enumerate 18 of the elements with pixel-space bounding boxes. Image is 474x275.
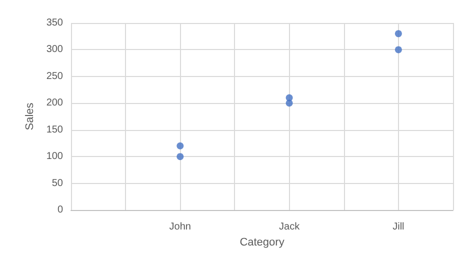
y-tick-label: 0 — [57, 204, 64, 216]
y-tick-label: 100 — [46, 151, 64, 162]
y-tick-label: 200 — [46, 98, 64, 109]
y-tick-label: 150 — [46, 124, 64, 136]
y-tick-label: 300 — [46, 44, 64, 56]
point — [176, 153, 184, 160]
y-tick-label: 50 — [52, 178, 64, 189]
x-tick-label: Jack — [279, 222, 301, 232]
x-axis-title: Category — [240, 236, 285, 248]
point — [394, 46, 402, 54]
point — [286, 94, 293, 102]
x-tick-label: Jill — [392, 222, 404, 232]
y-tick-label: 250 — [46, 70, 64, 82]
x-tick-label: John — [169, 222, 191, 232]
point — [176, 142, 184, 150]
point — [394, 30, 402, 38]
y-axis-title: Sales — [24, 102, 36, 130]
y-tick-label: 350 — [46, 18, 64, 28]
